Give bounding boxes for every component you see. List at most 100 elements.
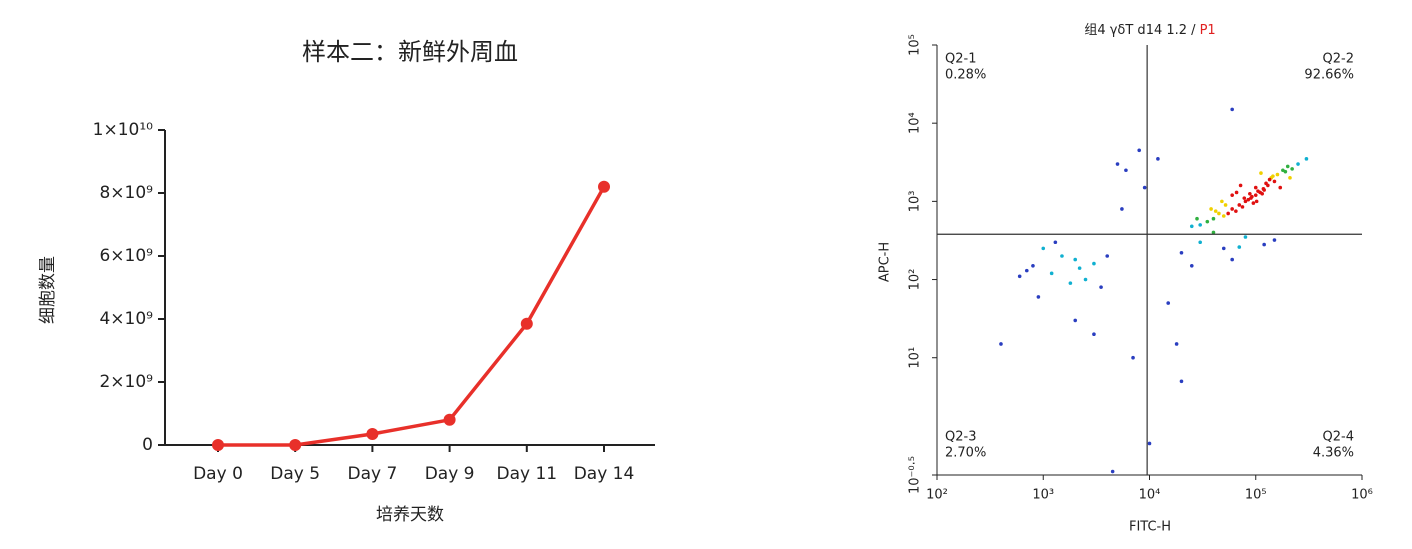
point	[443, 413, 456, 426]
event-point	[1156, 157, 1160, 161]
x-tick-label: 10⁴	[1139, 488, 1161, 503]
event-point	[1120, 207, 1124, 211]
event-point	[1220, 199, 1224, 204]
y-axis-label: APC-H	[878, 242, 893, 282]
y-tick-label: 2×10⁹	[99, 372, 153, 392]
event-point	[1198, 240, 1202, 245]
event-point	[1049, 271, 1054, 276]
event-point	[1092, 332, 1096, 336]
event-point	[1246, 197, 1251, 202]
event-point	[1296, 162, 1300, 166]
point	[598, 180, 610, 193]
event-point	[1238, 183, 1243, 188]
event-point	[1226, 211, 1230, 216]
event-point	[1259, 171, 1263, 175]
event-point	[1060, 254, 1064, 258]
x-tick-label: 10²	[926, 488, 948, 503]
event-point	[1211, 216, 1216, 221]
chart-title: 组4 γδT d14 1.2 / P1	[1084, 23, 1215, 38]
event-point	[1198, 223, 1202, 227]
point	[520, 317, 533, 330]
quadrant-percent: 2.70%	[945, 446, 986, 461]
x-tick-label: Day 5	[270, 464, 320, 484]
event-point	[1195, 216, 1199, 221]
y-tick-label: 6×10⁹	[99, 246, 153, 266]
x-tick-label: 10⁵	[1245, 488, 1267, 503]
event-point	[1024, 268, 1029, 273]
event-point	[1248, 191, 1252, 196]
line	[218, 185, 606, 447]
event-point	[1240, 205, 1245, 209]
event-point	[1205, 219, 1210, 224]
event-point	[1253, 185, 1258, 190]
event-point	[1251, 201, 1256, 205]
event-point	[1237, 245, 1242, 249]
y-tick-label: 4×10⁹	[99, 309, 153, 329]
x-axis-label: FITC-H	[1129, 520, 1171, 535]
event-point	[1077, 266, 1082, 270]
event-point	[1105, 254, 1110, 258]
event-point	[1073, 257, 1078, 262]
y-tick-label: 8×10⁹	[99, 183, 153, 203]
event-point	[1189, 263, 1194, 268]
event-point	[1110, 469, 1115, 474]
event-point	[1271, 174, 1275, 178]
event-point	[1073, 318, 1078, 323]
event-point	[1213, 209, 1218, 213]
x-tick-label: Day 14	[574, 464, 635, 484]
quadrant-percent: 4.36%	[1313, 446, 1354, 461]
event-point	[1237, 203, 1242, 207]
x-axis-label: 培养天数	[376, 505, 444, 525]
event-point	[1275, 172, 1280, 177]
event-point	[1230, 207, 1234, 211]
event-point	[1031, 263, 1035, 268]
event-point	[1262, 242, 1266, 247]
event-point	[1041, 246, 1046, 251]
event-point	[1217, 211, 1221, 216]
event-point	[1223, 203, 1228, 207]
event-point	[1124, 168, 1128, 173]
y-axis-label: 细胞数量	[38, 256, 58, 324]
y-tick-label: 0	[142, 435, 153, 455]
event-point	[1221, 214, 1226, 218]
event-point	[1267, 177, 1272, 182]
event-point	[1288, 176, 1292, 180]
event-point	[1230, 107, 1234, 112]
event-point	[1142, 185, 1147, 190]
event-point	[999, 342, 1003, 346]
quadrant-name: Q2-3	[945, 430, 976, 445]
x-tick-label: Day 0	[193, 464, 243, 484]
event-point	[1017, 274, 1022, 279]
event-point	[1254, 199, 1259, 204]
title-highlight: P1	[1200, 23, 1216, 38]
event-point	[1261, 186, 1266, 191]
event-point	[1256, 189, 1260, 193]
x-tick-label: 10⁶	[1351, 488, 1373, 503]
x-tick-label: Day 7	[348, 464, 398, 484]
point	[289, 439, 302, 451]
event-point	[1174, 342, 1179, 346]
event-point	[1234, 190, 1239, 195]
event-point	[1209, 207, 1213, 211]
event-point	[1272, 179, 1277, 184]
event-point	[1115, 162, 1120, 166]
event-point	[1068, 281, 1073, 285]
event-point	[1083, 277, 1088, 282]
event-point	[1230, 193, 1234, 197]
y-tick-label: 10⁻⁰·⁵	[908, 456, 923, 494]
event-point	[1250, 194, 1254, 199]
chart-title: 样本二：新鲜外周血	[302, 38, 518, 66]
event-point	[1304, 157, 1309, 161]
event-point	[1179, 250, 1184, 255]
y-tick-label: 1×10¹⁰	[93, 120, 154, 140]
x-tick-label: Day 11	[496, 464, 557, 484]
point	[366, 427, 379, 440]
event-point	[1221, 246, 1226, 251]
y-tick-label: 10⁴	[908, 112, 923, 134]
x-tick-label: 10³	[1032, 488, 1054, 503]
event-point	[1189, 224, 1194, 229]
quadrant-percent: 0.28%	[945, 68, 986, 83]
event-point	[1179, 379, 1184, 384]
event-point	[1211, 230, 1216, 235]
